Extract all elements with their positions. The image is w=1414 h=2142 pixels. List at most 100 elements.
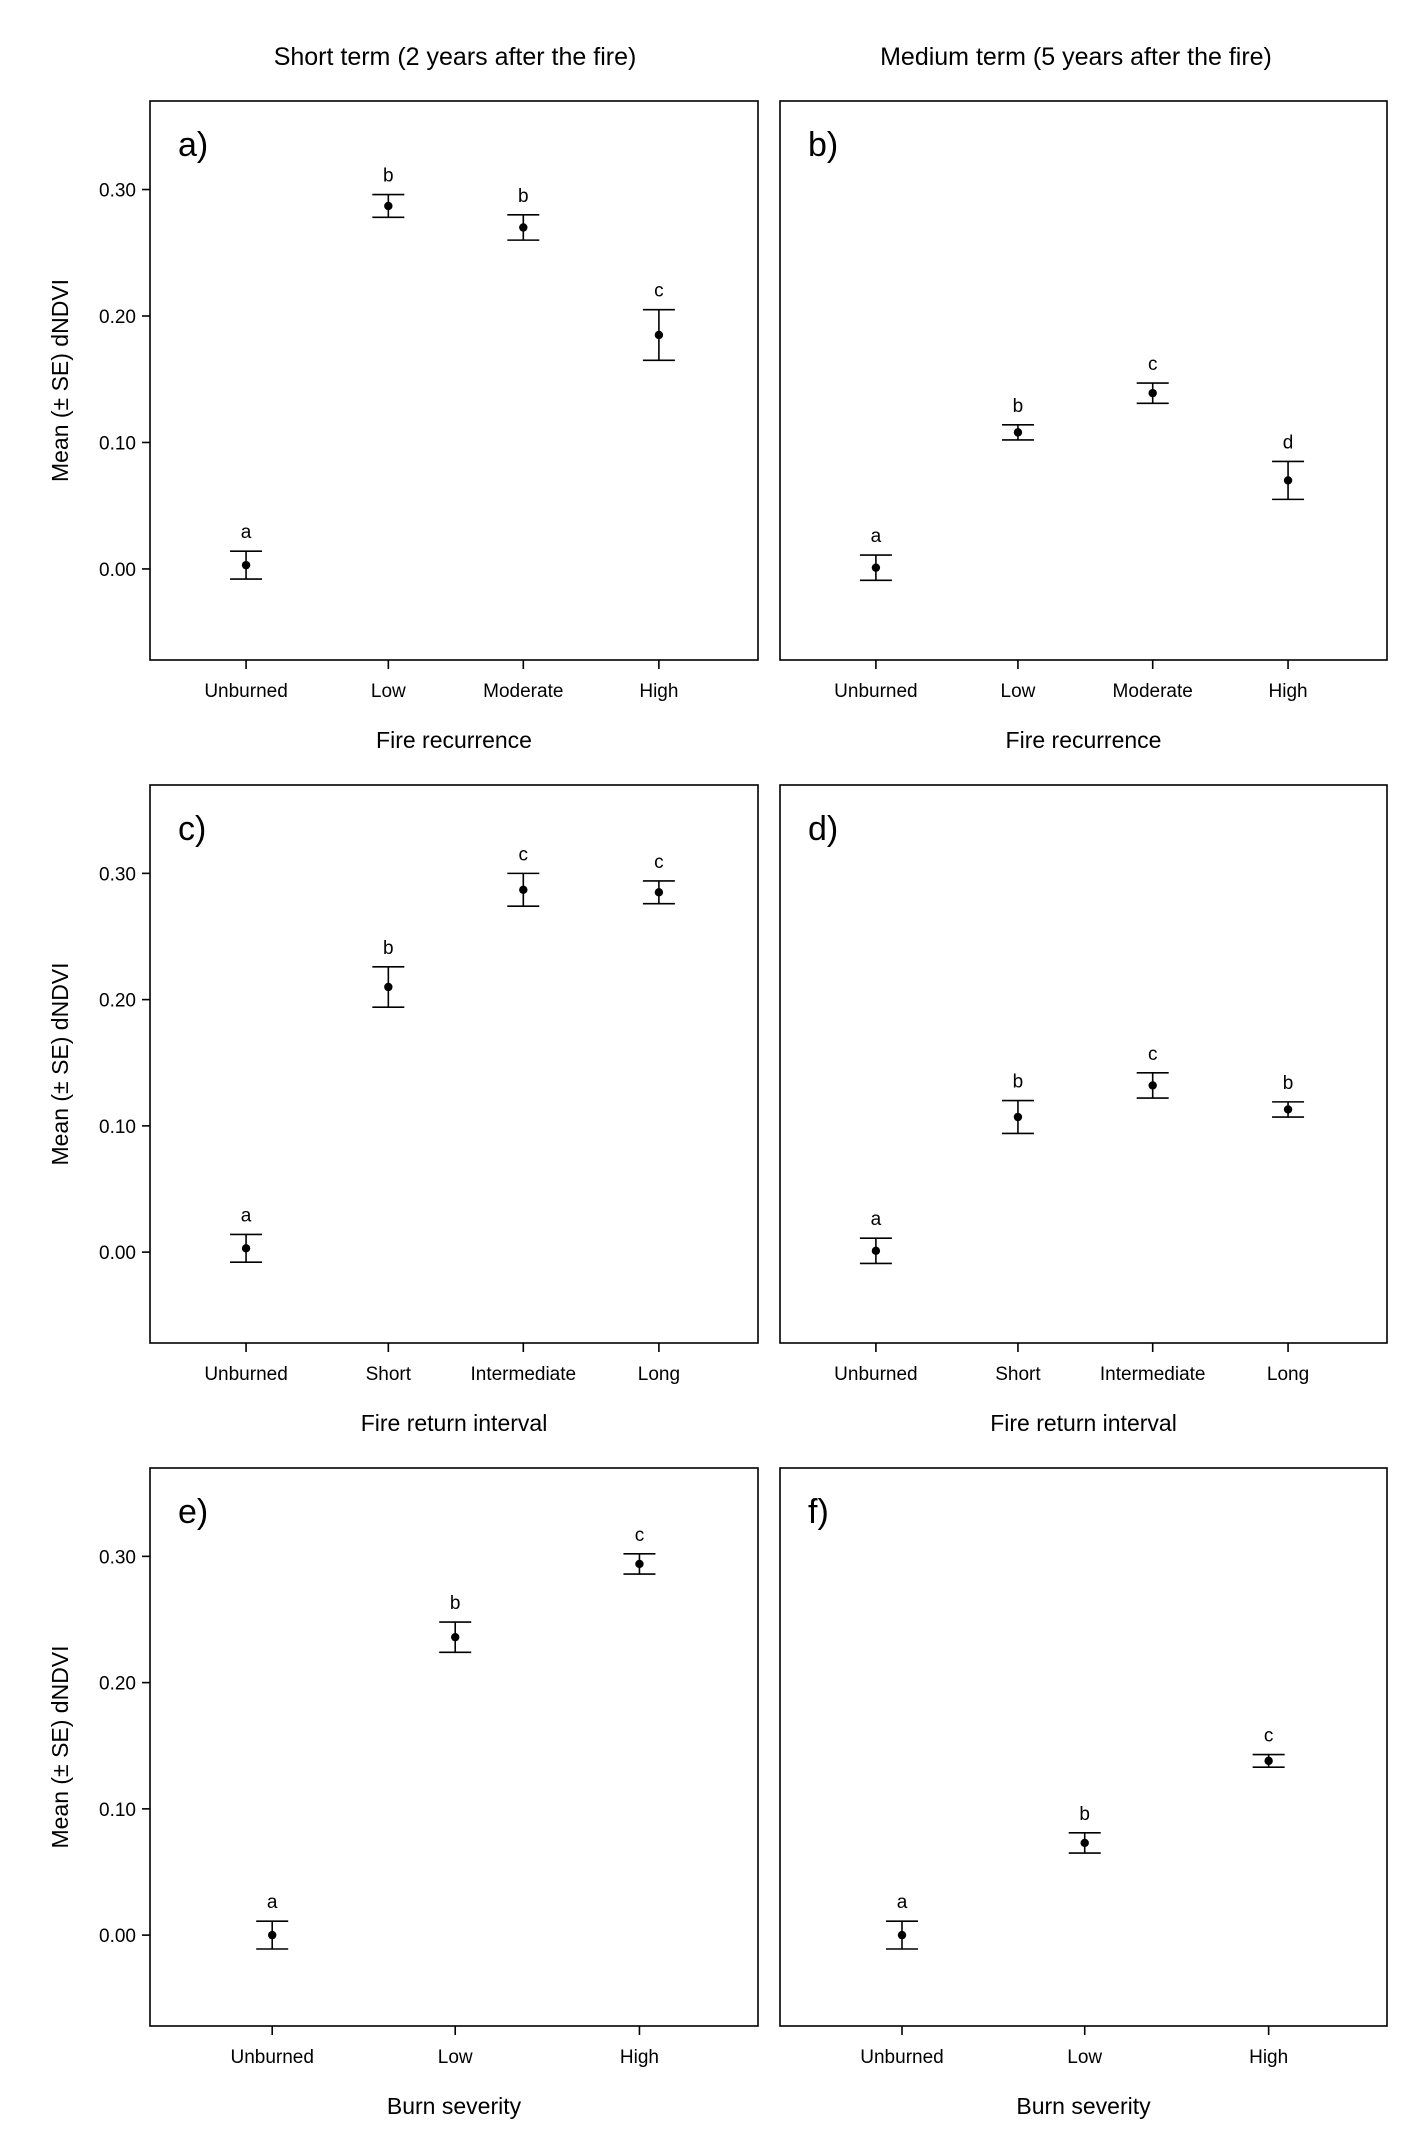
- y-tick-label: 0.20: [99, 307, 136, 328]
- x-tick-label: Unburned: [834, 1364, 917, 1385]
- significance-letter: b: [1013, 1072, 1024, 1093]
- data-point: [241, 560, 251, 570]
- x-axis-title: Fire return interval: [990, 1410, 1177, 1436]
- significance-letter: a: [267, 1892, 278, 1913]
- data-point: [1148, 1081, 1157, 1090]
- y-tick-label: 0.10: [99, 1117, 136, 1138]
- x-tick-label: Intermediate: [1100, 1364, 1206, 1385]
- significance-letter: a: [241, 522, 252, 543]
- significance-letter: b: [518, 186, 529, 207]
- data-point: [268, 1930, 277, 1940]
- x-tick-label: Low: [1001, 681, 1036, 702]
- panel-label: f): [808, 1493, 829, 1531]
- significance-letter: b: [383, 938, 394, 959]
- x-tick-label: Moderate: [1113, 681, 1193, 702]
- x-axis-title: Fire recurrence: [1006, 727, 1162, 753]
- x-tick-label: Low: [438, 2047, 473, 2068]
- panel-frame: [149, 1467, 759, 2027]
- y-tick-label: 0.20: [99, 991, 136, 1012]
- significance-letter: a: [897, 1892, 908, 1913]
- y-tick-label: 0.20: [99, 1674, 136, 1695]
- x-axis-title: Burn severity: [1016, 2093, 1151, 2119]
- significance-letter: c: [1264, 1726, 1274, 1747]
- x-tick-label: Unburned: [204, 681, 287, 702]
- data-point: [654, 330, 664, 340]
- data-point: [384, 201, 393, 211]
- column-title-medium-term: Medium term (5 years after the fire): [880, 43, 1272, 71]
- panel-label: e): [178, 1493, 208, 1531]
- y-tick-label: 0.00: [99, 560, 136, 581]
- panel-e: e) 0.00 0.10 0.20 0.30 Mean (± SE) dNDVI Unbur…: [47, 1467, 759, 2119]
- significance-letter: c: [635, 1525, 645, 1546]
- panel-label: b): [808, 126, 838, 164]
- data-point: [1264, 1756, 1273, 1766]
- significance-letter: a: [241, 1205, 252, 1226]
- data-point: [1080, 1838, 1089, 1848]
- significance-letter: b: [1013, 396, 1024, 417]
- panel-b: b) Unburned a Low b Moderate c High d Fire recurr…: [779, 100, 1388, 753]
- x-tick-label: Long: [1267, 1364, 1309, 1385]
- x-tick-label: High: [620, 2047, 659, 2068]
- column-title-short-term: Short term (2 years after the fire): [274, 43, 637, 71]
- significance-letter: d: [1283, 432, 1294, 453]
- data-point: [635, 1559, 644, 1569]
- x-tick-label: Unburned: [230, 2047, 313, 2068]
- panel-frame: [779, 1467, 1388, 2027]
- y-tick-label: 0.30: [99, 864, 136, 885]
- panel-frame: [149, 100, 759, 661]
- x-axis-title: Burn severity: [387, 2093, 522, 2119]
- panel-d: d) Unburned a Short b Intermediate c Long b Fire …: [779, 784, 1388, 1436]
- panel-f: f) Unburned a Low b High c Burn severity: [779, 1467, 1388, 2119]
- data-point: [1283, 476, 1293, 485]
- panel-frame: [779, 784, 1388, 1344]
- x-tick-label: Unburned: [834, 681, 917, 702]
- panel-frame: [149, 784, 759, 1344]
- x-tick-label: Unburned: [860, 2047, 943, 2068]
- significance-letter: c: [1148, 354, 1158, 375]
- x-tick-label: Long: [638, 1364, 680, 1385]
- panels: a) 0.00 0.10 0.20 0.30 Mean (± SE) dNDVI Unbur…: [47, 100, 1388, 2119]
- data-point: [1283, 1105, 1293, 1114]
- x-tick-label: Short: [995, 1364, 1041, 1385]
- y-tick-label: 0.10: [99, 433, 136, 454]
- panel-a: a) 0.00 0.10 0.20 0.30 Mean (± SE) dNDVI Unbur…: [47, 100, 759, 753]
- data-point: [1013, 1112, 1023, 1122]
- y-tick-label: 0.10: [99, 1800, 136, 1821]
- significance-letter: b: [383, 166, 394, 187]
- data-point: [871, 1246, 881, 1256]
- y-tick-label: 0.00: [99, 1243, 136, 1264]
- significance-letter: a: [871, 526, 882, 547]
- significance-letter: a: [871, 1209, 882, 1230]
- data-point: [897, 1930, 907, 1940]
- significance-letter: b: [1283, 1073, 1294, 1094]
- x-tick-label: Intermediate: [470, 1364, 576, 1385]
- data-point: [871, 563, 881, 572]
- x-tick-label: Moderate: [483, 681, 563, 702]
- panel-frame: [779, 100, 1388, 661]
- panel-label: d): [808, 810, 838, 848]
- significance-letter: c: [654, 852, 664, 873]
- data-point: [654, 888, 664, 897]
- data-point: [519, 223, 528, 232]
- x-tick-label: Low: [1067, 2047, 1102, 2068]
- data-point: [451, 1632, 460, 1642]
- y-axis-title: Mean (± SE) dNDVI: [47, 1645, 73, 1848]
- panel-label: a): [178, 126, 208, 164]
- y-axis-title: Mean (± SE) dNDVI: [47, 962, 73, 1165]
- panel-label: c): [178, 810, 206, 848]
- data-point: [519, 885, 528, 894]
- data-point: [384, 982, 393, 992]
- x-axis-title: Fire return interval: [361, 1410, 548, 1436]
- y-tick-label: 0.00: [99, 1926, 136, 1947]
- y-axis-title: Mean (± SE) dNDVI: [47, 279, 73, 482]
- x-tick-label: Low: [371, 681, 406, 702]
- significance-letter: b: [1079, 1804, 1090, 1825]
- x-tick-label: Short: [366, 1364, 412, 1385]
- significance-letter: c: [654, 281, 664, 302]
- significance-letter: c: [1148, 1044, 1158, 1065]
- data-point: [1148, 388, 1157, 398]
- x-tick-label: Unburned: [204, 1364, 287, 1385]
- y-tick-label: 0.30: [99, 1547, 136, 1568]
- x-axis-title: Fire recurrence: [376, 727, 532, 753]
